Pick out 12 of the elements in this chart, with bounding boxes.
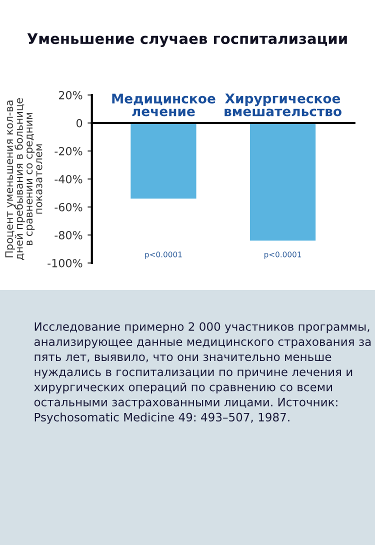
text: Исследование примерно 2 000 участников программы, анализирующее данные медицинского страхования за пять лет, выявило, что они значительно меньше нуждались в госпитализации по причине лечения и хирургических операций по сравнению со всеми остальными застрахованными лицами. Источник: Psychosomatic Medicine 49: 493–507, 1987. [34,322,371,424]
y-tick-label: -40% [54,174,82,184]
x-tick-label: Хирургическое вмешательство [224,94,342,116]
y-tick-label: -100% [48,258,82,268]
y-tick-label: 0 [76,118,82,128]
y-axis-title: Процент уменьшения кол-ва дней пребывания в больнице в сравнении со средним показателем [5,98,42,260]
y-tick-label: 20% [58,90,82,100]
y-tick-label: -60% [54,202,82,212]
y-tick-label: -80% [54,230,82,240]
x-tick-label: Медицинское лечение [112,94,216,116]
y-tick-label: -20% [54,146,82,156]
chart-title: Уменьшение случаев госпитализации [27,33,347,48]
